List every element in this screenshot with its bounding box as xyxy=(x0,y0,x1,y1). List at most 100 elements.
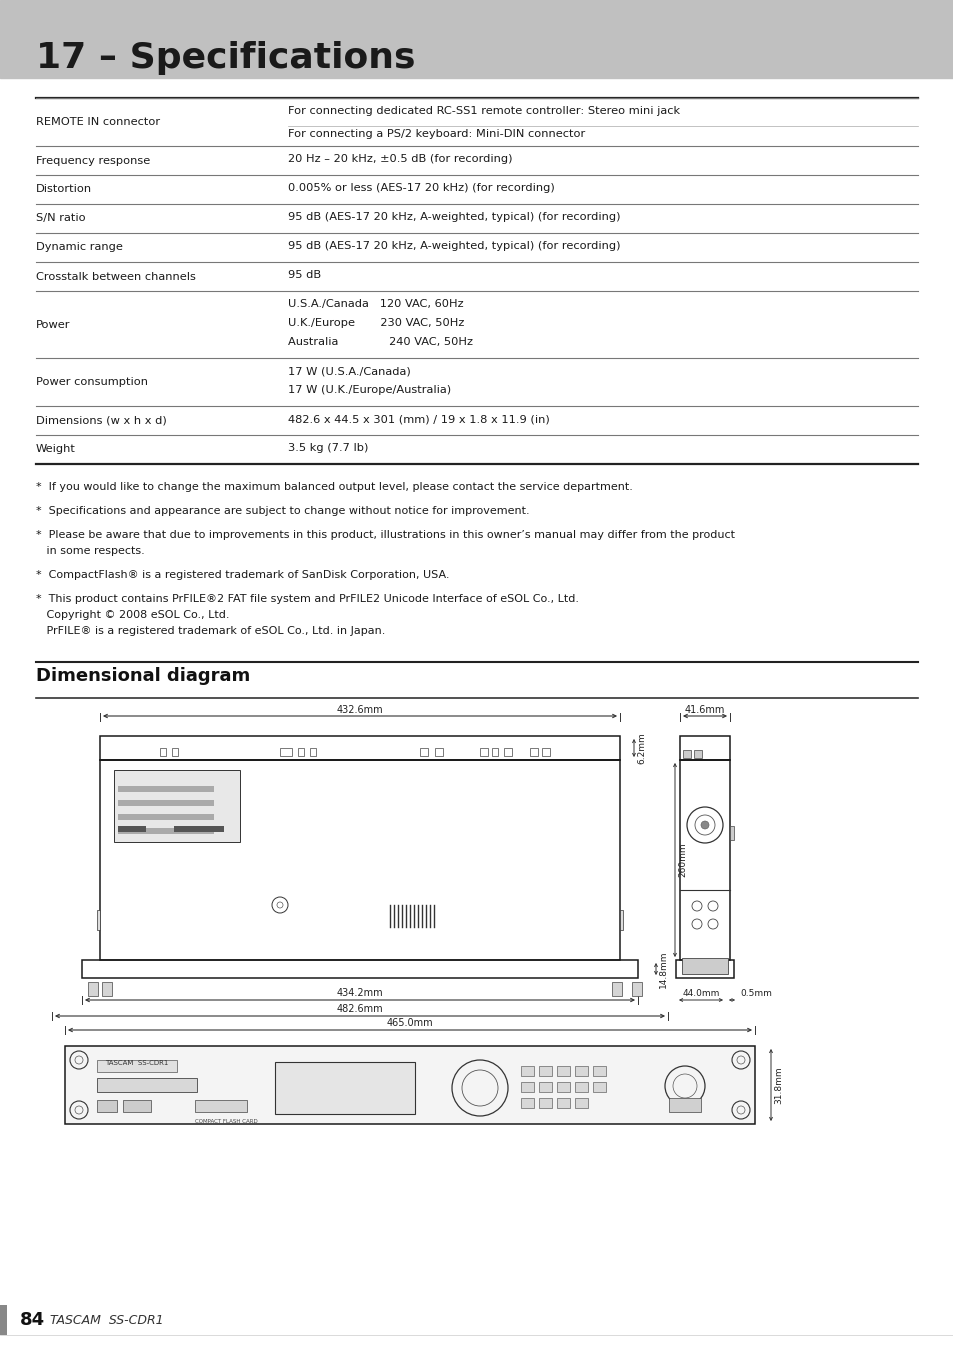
Text: 482.6mm: 482.6mm xyxy=(336,1004,383,1014)
Bar xyxy=(612,981,621,996)
Bar xyxy=(520,1066,534,1076)
Text: *  Specifications and appearance are subject to change without notice for improv: * Specifications and appearance are subj… xyxy=(36,506,529,516)
Bar xyxy=(631,981,641,996)
Text: 31.8mm: 31.8mm xyxy=(773,1066,782,1104)
Text: Distortion: Distortion xyxy=(36,185,92,194)
Bar xyxy=(65,1046,754,1125)
Text: 95 dB: 95 dB xyxy=(288,270,321,279)
Text: For connecting dedicated RC-SS1 remote controller: Stereo mini jack: For connecting dedicated RC-SS1 remote c… xyxy=(288,107,679,116)
Text: *  CompactFlash® is a registered trademark of SanDisk Corporation, USA.: * CompactFlash® is a registered trademar… xyxy=(36,570,449,580)
Bar xyxy=(113,769,240,842)
Bar xyxy=(88,981,98,996)
Bar xyxy=(435,748,442,756)
Bar xyxy=(557,1081,569,1092)
Text: Dynamic range: Dynamic range xyxy=(36,243,123,252)
Text: For connecting a PS/2 keyboard: Mini-DIN connector: For connecting a PS/2 keyboard: Mini-DIN… xyxy=(288,130,584,139)
Text: Frequency response: Frequency response xyxy=(36,155,150,166)
Bar xyxy=(575,1066,587,1076)
Bar xyxy=(160,748,166,756)
Text: PrFILE® is a registered trademark of eSOL Co., Ltd. in Japan.: PrFILE® is a registered trademark of eSO… xyxy=(36,626,385,636)
Bar xyxy=(297,748,304,756)
Text: U.S.A./Canada   120 VAC, 60Hz: U.S.A./Canada 120 VAC, 60Hz xyxy=(288,298,463,309)
Text: Crosstalk between channels: Crosstalk between channels xyxy=(36,271,195,282)
Text: 6.2mm: 6.2mm xyxy=(637,732,645,764)
Bar xyxy=(520,1098,534,1108)
Bar xyxy=(118,801,213,806)
Bar xyxy=(682,751,690,757)
Bar xyxy=(538,1098,552,1108)
Text: Power consumption: Power consumption xyxy=(36,377,148,387)
Text: TASCAM  SS-CDR1: TASCAM SS-CDR1 xyxy=(50,1314,164,1327)
Bar xyxy=(538,1066,552,1076)
Text: 0.005% or less (AES-17 20 kHz) (for recording): 0.005% or less (AES-17 20 kHz) (for reco… xyxy=(288,184,554,193)
Bar xyxy=(97,910,100,930)
Text: Copyright © 2008 eSOL Co., Ltd.: Copyright © 2008 eSOL Co., Ltd. xyxy=(36,610,230,620)
Text: 260mm: 260mm xyxy=(678,842,686,878)
Bar xyxy=(118,814,213,819)
Bar xyxy=(0,0,953,78)
Text: 14.8mm: 14.8mm xyxy=(659,950,667,988)
Text: REMOTE IN connector: REMOTE IN connector xyxy=(36,117,160,127)
Bar xyxy=(97,1079,196,1092)
Bar xyxy=(492,748,497,756)
Bar xyxy=(118,828,213,834)
Bar xyxy=(479,748,488,756)
Text: Dimensional diagram: Dimensional diagram xyxy=(36,667,250,684)
Bar xyxy=(693,751,701,757)
Text: 95 dB (AES-17 20 kHz, A-weighted, typical) (for recording): 95 dB (AES-17 20 kHz, A-weighted, typica… xyxy=(288,212,619,221)
Bar xyxy=(619,910,622,930)
Text: 84: 84 xyxy=(20,1311,45,1328)
Text: 0.5mm: 0.5mm xyxy=(740,990,771,998)
Bar xyxy=(575,1098,587,1108)
Bar xyxy=(676,960,733,977)
Text: *  This product contains PrFILE®2 FAT file system and PrFILE2 Unicode Interface : * This product contains PrFILE®2 FAT fil… xyxy=(36,594,578,603)
Bar xyxy=(419,748,428,756)
Bar xyxy=(97,1060,177,1072)
Bar xyxy=(530,748,537,756)
Text: U.K./Europe       230 VAC, 50Hz: U.K./Europe 230 VAC, 50Hz xyxy=(288,319,464,328)
Text: 41.6mm: 41.6mm xyxy=(684,705,724,716)
Bar xyxy=(102,981,112,996)
Text: 44.0mm: 44.0mm xyxy=(681,990,719,998)
Bar xyxy=(729,826,733,840)
Bar xyxy=(503,748,512,756)
Bar xyxy=(593,1081,605,1092)
Bar xyxy=(280,748,292,756)
Text: 20 Hz – 20 kHz, ±0.5 dB (for recording): 20 Hz – 20 kHz, ±0.5 dB (for recording) xyxy=(288,154,512,163)
Text: *  Please be aware that due to improvements in this product, illustrations in th: * Please be aware that due to improvemen… xyxy=(36,531,734,540)
Text: TASCAM  SS-CDR1: TASCAM SS-CDR1 xyxy=(105,1060,168,1066)
Bar xyxy=(118,826,146,832)
Circle shape xyxy=(700,821,708,829)
Bar xyxy=(575,1081,587,1092)
Text: 17 W (U.S.A./Canada): 17 W (U.S.A./Canada) xyxy=(288,366,411,377)
Bar xyxy=(310,748,315,756)
Text: in some respects.: in some respects. xyxy=(36,545,145,556)
Text: 17 – Specifications: 17 – Specifications xyxy=(36,40,416,76)
Text: *  If you would like to change the maximum balanced output level, please contact: * If you would like to change the maximu… xyxy=(36,482,632,491)
Bar xyxy=(194,1100,247,1112)
Bar xyxy=(681,958,727,973)
Bar xyxy=(557,1098,569,1108)
Bar xyxy=(593,1066,605,1076)
Bar xyxy=(668,1098,700,1112)
Text: 432.6mm: 432.6mm xyxy=(336,705,383,716)
Text: COMPACT FLASH CARD: COMPACT FLASH CARD xyxy=(194,1119,257,1125)
Bar xyxy=(123,1100,151,1112)
Bar xyxy=(520,1081,534,1092)
Bar xyxy=(82,960,638,977)
Bar xyxy=(557,1066,569,1076)
Bar xyxy=(100,736,619,760)
Text: Australia              240 VAC, 50Hz: Australia 240 VAC, 50Hz xyxy=(288,338,473,347)
Bar xyxy=(97,1100,117,1112)
Text: Power: Power xyxy=(36,320,71,329)
Text: 95 dB (AES-17 20 kHz, A-weighted, typical) (for recording): 95 dB (AES-17 20 kHz, A-weighted, typica… xyxy=(288,242,619,251)
Text: S/N ratio: S/N ratio xyxy=(36,213,86,224)
Text: 465.0mm: 465.0mm xyxy=(386,1018,433,1027)
Text: 434.2mm: 434.2mm xyxy=(336,988,383,998)
Bar xyxy=(173,826,224,832)
Bar xyxy=(100,760,619,960)
Bar xyxy=(118,786,213,792)
Bar xyxy=(172,748,178,756)
Bar xyxy=(0,1305,7,1335)
Text: 482.6 x 44.5 x 301 (mm) / 19 x 1.8 x 11.9 (in): 482.6 x 44.5 x 301 (mm) / 19 x 1.8 x 11.… xyxy=(288,414,549,424)
